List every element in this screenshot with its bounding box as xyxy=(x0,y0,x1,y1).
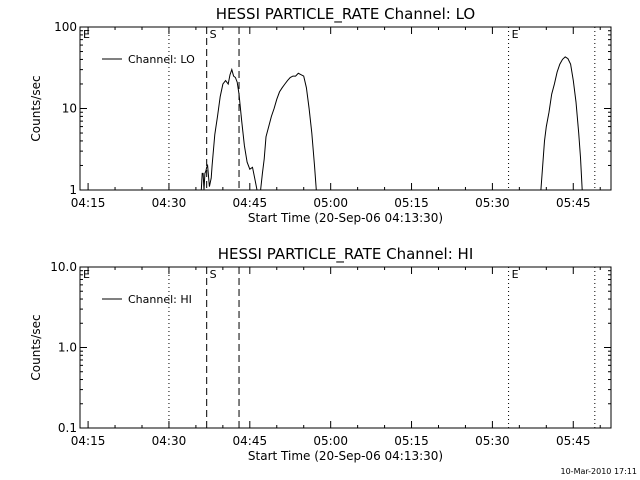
x-axis-label: Start Time (20-Sep-06 04:13:30) xyxy=(248,449,443,463)
x-tick-label: 05:30 xyxy=(475,196,510,210)
x-tick-label: 05:30 xyxy=(475,434,510,448)
x-tick-label: 05:15 xyxy=(394,434,429,448)
x-tick-label: 05:45 xyxy=(556,196,591,210)
marker-label: E xyxy=(512,28,519,41)
x-tick-label: 04:15 xyxy=(71,434,106,448)
x-tick-label: 05:15 xyxy=(394,196,429,210)
y-tick-label: 1.0 xyxy=(58,341,77,355)
y-axis-label: Counts/sec xyxy=(29,75,43,141)
y-tick-label: 100 xyxy=(54,20,77,34)
marker-label: E xyxy=(512,268,519,281)
x-tick-label: 04:30 xyxy=(152,196,187,210)
legend-label: Channel: HI xyxy=(128,293,192,306)
series-line xyxy=(200,67,258,191)
plot-frame xyxy=(79,266,612,429)
x-tick-label: 04:45 xyxy=(233,196,268,210)
chart-panel-1: HESSI PARTICLE_RATE Channel: HI 04:15 04:3… xyxy=(29,245,612,463)
y-axis-label: Counts/sec xyxy=(29,314,43,380)
y-tick-label: 1 xyxy=(69,183,77,197)
marker-label: S xyxy=(210,28,217,41)
x-tick-label: 04:30 xyxy=(152,434,187,448)
y-tick-label: 10 xyxy=(62,102,77,116)
chart-panel-0: HESSI PARTICLE_RATE Channel: LO 04:15 04:3… xyxy=(29,5,612,225)
series-line xyxy=(540,56,583,191)
chart-title: HESSI PARTICLE_RATE Channel: LO xyxy=(216,5,475,24)
y-tick-label: 0.1 xyxy=(58,421,77,435)
timestamp: 10-Mar-2010 17:11 xyxy=(561,467,638,476)
x-tick-label: 05:00 xyxy=(313,434,348,448)
x-tick-label: 05:00 xyxy=(313,196,348,210)
x-axis-label: Start Time (20-Sep-06 04:13:30) xyxy=(248,211,443,225)
marker-label: E xyxy=(83,268,90,281)
x-tick-label: 04:45 xyxy=(233,434,268,448)
x-tick-label: 05:45 xyxy=(556,434,591,448)
marker-label: S xyxy=(210,268,217,281)
marker-label: E xyxy=(83,28,90,41)
y-tick-label: 10.0 xyxy=(50,260,77,274)
plot-frame xyxy=(79,26,612,191)
legend-label: Channel: LO xyxy=(128,53,195,66)
x-tick-label: 04:15 xyxy=(71,196,106,210)
series-line xyxy=(260,72,317,191)
chart-title: HESSI PARTICLE_RATE Channel: HI xyxy=(218,245,474,264)
